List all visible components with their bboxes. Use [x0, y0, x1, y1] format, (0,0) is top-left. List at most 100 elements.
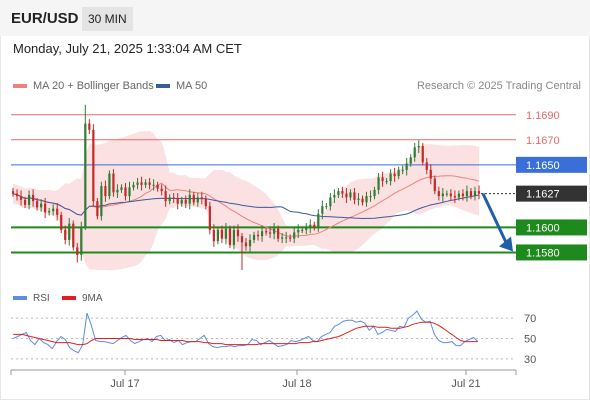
forecast-arrow-head — [499, 236, 513, 252]
candle-body — [285, 237, 288, 239]
candle-body — [357, 198, 360, 200]
legend-9ma: 9MA — [62, 293, 103, 304]
rsi-tick-70: 70 — [524, 313, 536, 325]
x-tick-label-jul-17: Jul 17 — [110, 378, 139, 390]
candle-body — [457, 193, 461, 198]
candle-body — [76, 247, 79, 255]
candle-body — [385, 181, 388, 183]
candle-body — [92, 129, 95, 202]
candle-body — [56, 208, 59, 215]
candle-body — [417, 146, 420, 148]
x-tick-label-jul-21: Jul 21 — [451, 378, 480, 390]
rsi-swatch — [13, 296, 27, 301]
candle-body — [68, 223, 71, 240]
instrument-title: EUR/USD — [11, 10, 79, 27]
candle-body — [268, 232, 272, 234]
candle-body — [469, 191, 473, 197]
candle-body — [289, 237, 292, 239]
candle-body — [397, 169, 400, 177]
candle-body — [264, 231, 268, 233]
x-tick-label-jul-18: Jul 18 — [282, 378, 311, 390]
candle-body — [168, 197, 171, 202]
candle-body — [389, 173, 392, 182]
candle-body — [108, 173, 111, 197]
level-label-1.1650: 1.1650 — [526, 160, 560, 172]
candle-body — [19, 196, 23, 200]
candle-body — [172, 197, 175, 199]
candle-body — [401, 169, 404, 171]
candle-body — [381, 177, 384, 182]
candle-body — [461, 193, 465, 197]
ma50-swatch — [156, 84, 170, 89]
candle-body — [425, 162, 428, 170]
candle-body — [23, 199, 27, 205]
candle-body — [27, 194, 31, 205]
rsi-tick-30: 30 — [524, 354, 536, 366]
candle-body — [305, 227, 308, 230]
candle-body — [88, 123, 91, 130]
candle-body — [184, 199, 187, 204]
candle-body — [200, 197, 203, 199]
level-label-1.1580: 1.1580 — [526, 247, 560, 259]
level-tag-1.1600 — [516, 219, 587, 236]
candle-body — [333, 194, 336, 198]
level-label-1.1600: 1.1600 — [526, 222, 560, 234]
candle-body — [313, 224, 316, 228]
candle-body — [273, 228, 276, 234]
candle-body — [317, 213, 320, 228]
research-credit: Research © 2025 Trading Central — [416, 80, 581, 92]
rsi-line — [12, 310, 479, 354]
level-label-1.1627: 1.1627 — [526, 189, 560, 201]
candle-body — [128, 187, 131, 197]
level-tag-1.1580 — [516, 244, 587, 261]
candle-body — [144, 182, 147, 185]
candle-body — [365, 196, 368, 203]
candle-body — [80, 227, 83, 255]
candle-body — [104, 186, 107, 197]
timeframe-badge[interactable]: 30 MIN — [82, 7, 133, 31]
candle-body — [393, 173, 396, 177]
candle-body — [72, 223, 75, 248]
candle-body — [180, 199, 183, 204]
candle-body — [220, 229, 224, 239]
candle-body — [124, 187, 127, 197]
candle-body — [112, 173, 115, 193]
candle-body — [260, 231, 264, 237]
candle-body — [301, 229, 304, 231]
candle-body — [437, 191, 440, 197]
candle-body — [325, 206, 328, 208]
candle-body — [361, 198, 364, 203]
candle-body — [116, 189, 119, 193]
candle-body — [60, 214, 63, 230]
candle-body — [244, 242, 248, 247]
rsi-ma-swatch — [62, 296, 76, 301]
candle-body — [277, 228, 280, 239]
candle-body — [413, 147, 416, 158]
candle-body — [228, 228, 232, 245]
legend-ma50-label: MA 50 — [176, 80, 208, 92]
candle-body — [369, 196, 372, 198]
candle-body — [240, 236, 244, 243]
candle-body — [196, 197, 199, 203]
rsi-tick-50: 50 — [524, 334, 536, 346]
candle-body — [297, 229, 300, 233]
candle-body — [248, 239, 252, 247]
candle-body — [84, 123, 87, 228]
candle-body — [473, 191, 477, 197]
candle-body — [329, 197, 332, 207]
candle-body — [31, 194, 35, 202]
candle-body — [40, 203, 43, 208]
candle-body — [152, 184, 155, 186]
candle-body — [64, 229, 67, 240]
candle-body — [44, 203, 47, 213]
candle-body — [349, 192, 352, 198]
level-tag-1.1627 — [516, 185, 587, 202]
candle-body — [441, 193, 444, 197]
candle-body — [100, 186, 103, 217]
legend-ma20-label: MA 20 + Bollinger Bands — [33, 80, 154, 92]
candle-body — [353, 192, 356, 200]
candle-body — [136, 182, 139, 185]
candle-body — [120, 187, 123, 190]
legend-9ma-label: 9MA — [82, 293, 103, 304]
